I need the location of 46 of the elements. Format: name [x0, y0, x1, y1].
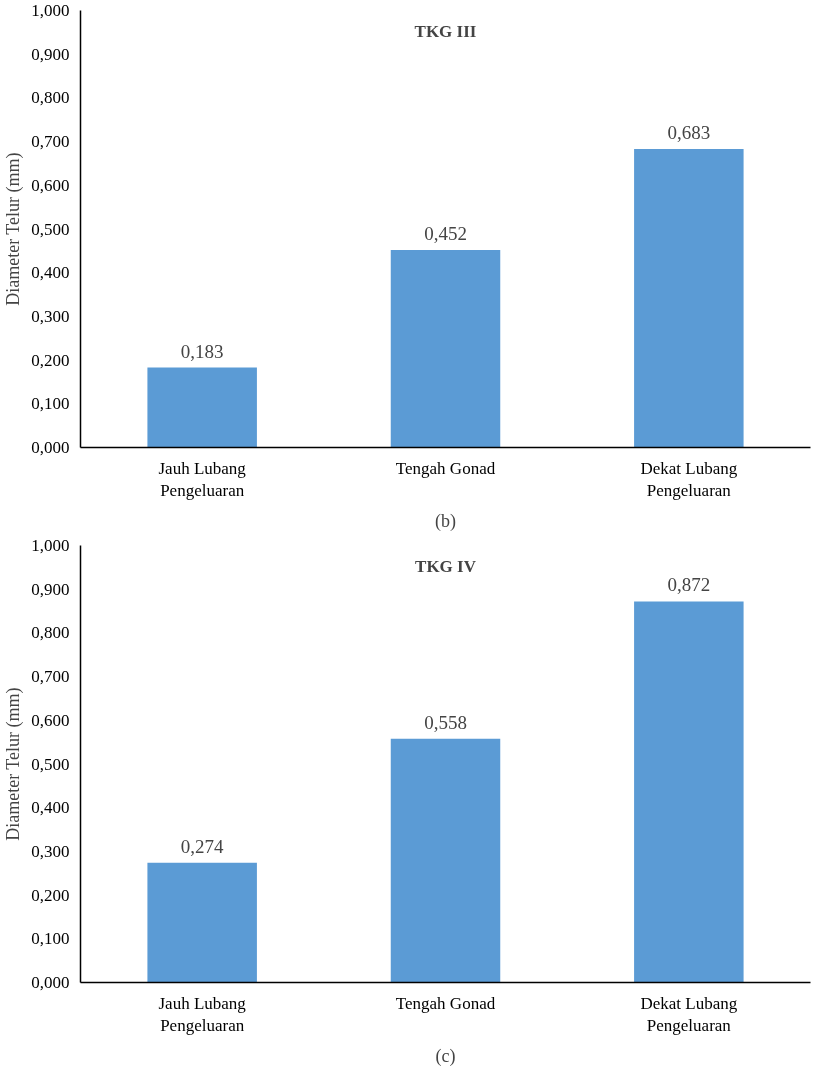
y-tick-label: 0,900	[31, 44, 70, 64]
y-tick-label: 0,700	[31, 132, 70, 152]
x-tick-label: Dekat Lubang Pengeluaran	[640, 458, 738, 501]
y-tick-label: 0,200	[31, 885, 70, 905]
bar	[634, 601, 744, 983]
data-label: 0,183	[180, 340, 224, 362]
x-tick-label: Tengah Gonad	[395, 993, 496, 1013]
text: TKG III	[414, 21, 477, 41]
data-label: 0,872	[667, 574, 711, 596]
x-tick-label: Dekat Lubang Pengeluaran	[640, 993, 738, 1036]
y-tick-label: 0,400	[31, 263, 70, 283]
text: (c)	[435, 1045, 456, 1067]
bar	[390, 738, 501, 983]
bar	[390, 249, 501, 448]
y-tick-label: 0,800	[31, 88, 70, 108]
y-tick-label: 0,200	[31, 350, 70, 370]
text: TKG IV	[415, 556, 477, 576]
y-axis-title: Diameter Telur (mm)	[3, 152, 25, 306]
y-tick-label: 0,000	[31, 438, 70, 457]
y-tick-label: 0,300	[31, 306, 70, 326]
y-axis-title: Diameter Telur (mm)	[3, 687, 25, 841]
bar	[634, 149, 744, 448]
y-tick-label: 1,000	[31, 536, 70, 555]
y-tick-label: 0,700	[31, 667, 70, 687]
y-tick-label: 0,100	[31, 929, 70, 949]
x-tick-label: Tengah Gonad	[395, 458, 496, 478]
y-tick-label: 0,100	[31, 394, 70, 414]
y-tick-label: 0,800	[31, 623, 70, 643]
y-tick-label: 0,900	[31, 579, 70, 599]
bar	[147, 367, 257, 448]
y-tick-label: 0,500	[31, 219, 70, 239]
y-tick-label: 0,000	[31, 973, 70, 992]
y-tick-label: 0,600	[31, 710, 70, 730]
y-tick-label: 0,400	[31, 798, 70, 818]
data-label: 0,683	[667, 122, 711, 144]
bar	[147, 862, 257, 983]
y-tick-label: 0,300	[31, 841, 70, 861]
data-label: 0,452	[424, 222, 467, 244]
data-label: 0,558	[424, 711, 467, 733]
y-tick-label: 1,000	[31, 1, 70, 20]
y-tick-label: 0,500	[31, 754, 70, 774]
text: (b)	[435, 510, 457, 532]
x-tick-label: Jauh Lubang Pengeluaran	[158, 993, 247, 1036]
y-tick-label: 0,600	[31, 175, 70, 195]
x-tick-label: Jauh Lubang Pengeluaran	[158, 458, 247, 501]
data-label: 0,274	[180, 835, 225, 857]
